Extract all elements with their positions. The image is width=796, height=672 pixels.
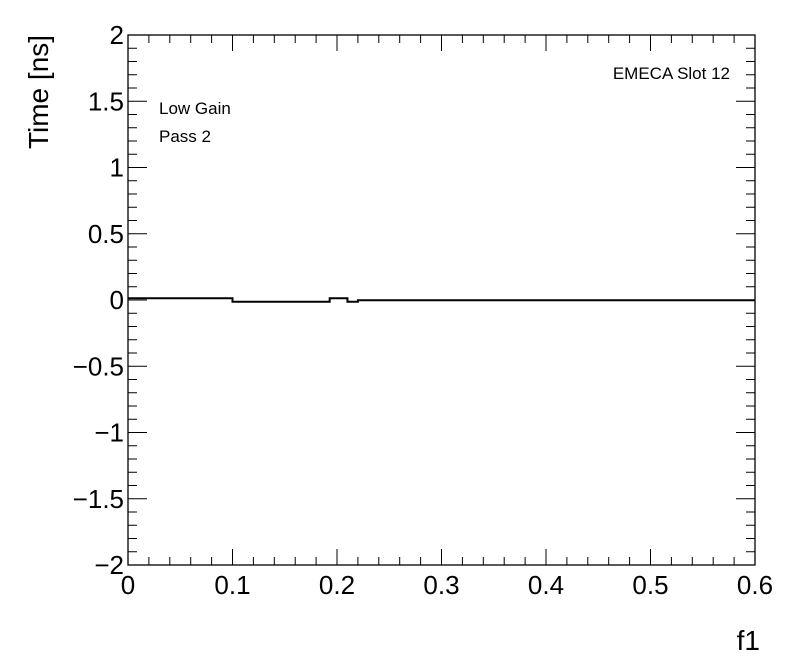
x-tick-label: 0.6 (737, 570, 773, 600)
y-tick-label: −0.5 (73, 351, 124, 381)
series-layer (128, 297, 755, 303)
x-tick-label: 0 (121, 570, 135, 600)
annotation-pass: Pass 2 (159, 127, 211, 146)
y-tick-label: 0 (110, 285, 124, 315)
x-tick-label: 0.5 (632, 570, 668, 600)
x-tick-label: 0.4 (528, 570, 564, 600)
x-tick-label: 0.2 (319, 570, 355, 600)
x-tick-label: 0.1 (214, 570, 250, 600)
y-tick-label: 1.5 (88, 86, 124, 116)
series-line (128, 297, 755, 303)
annotation-gain: Low Gain (159, 99, 231, 118)
y-tick-label: 1 (110, 153, 124, 183)
y-tick-label: −2 (94, 550, 124, 580)
x-axis-title: f1 (737, 625, 760, 656)
tick-labels: 0 0.1 0.2 0.3 0.4 0.5 0.6 −2 −1.5 −1 −0.5 0 0.5 1 1.5 2 (73, 20, 773, 600)
y-tick-label: −1.5 (73, 484, 124, 514)
axis-ticks (127, 34, 756, 566)
annotation-slot: EMECA Slot 12 (613, 64, 730, 83)
y-tick-label: −1 (94, 418, 124, 448)
y-axis-title: Time [ns] (23, 35, 54, 149)
y-tick-label: 2 (110, 20, 124, 50)
x-tick-label: 0.3 (423, 570, 459, 600)
y-tick-label: 0.5 (88, 219, 124, 249)
